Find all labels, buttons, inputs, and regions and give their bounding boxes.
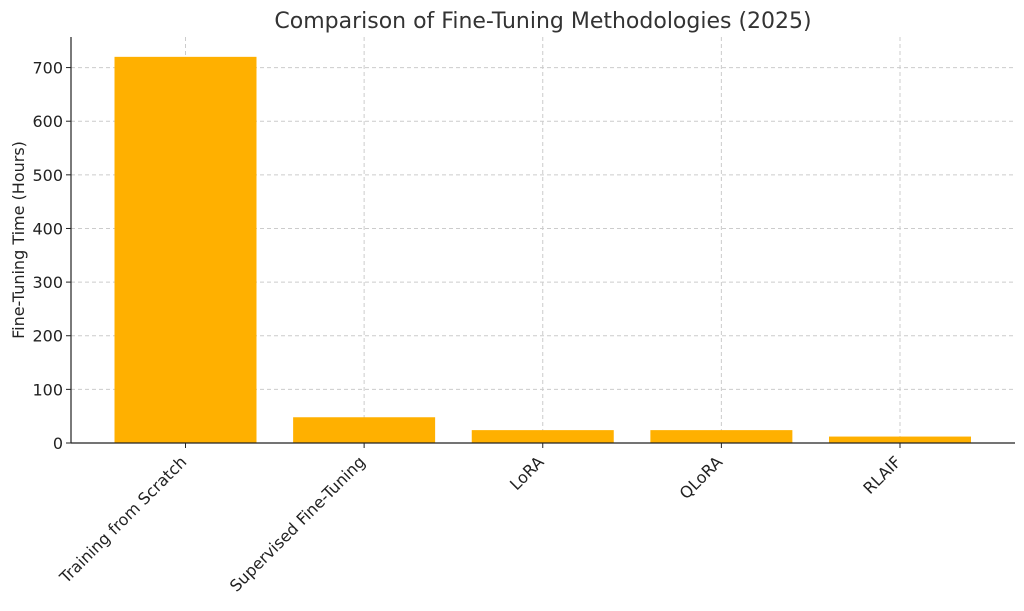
y-tick-label: 700 (32, 59, 63, 78)
x-ticks: Training from Scratch Supervised Fine-Tun… (55, 443, 905, 595)
x-tick-label: RLAIF (859, 452, 904, 497)
y-tick-label: 300 (32, 273, 63, 292)
y-axis-label: Fine-Tuning Time (Hours) (9, 141, 28, 339)
x-tick-label: LoRA (506, 452, 548, 494)
x-tick-label: QLoRA (676, 452, 727, 503)
y-tick-label: 100 (32, 380, 63, 399)
bar (829, 436, 971, 443)
y-ticks: 0 100 200 300 400 500 600 700 (32, 59, 71, 453)
y-tick-label: 0 (53, 434, 63, 453)
chart-title: Comparison of Fine-Tuning Methodologies … (274, 9, 811, 34)
bar (471, 430, 614, 443)
bar (114, 56, 257, 444)
y-tick-label: 200 (32, 327, 63, 346)
bars (114, 56, 971, 444)
bar (650, 430, 793, 443)
x-tick-label: Supervised Fine-Tuning (226, 452, 369, 595)
y-tick-label: 500 (32, 166, 63, 185)
y-tick-label: 400 (32, 219, 63, 238)
x-tick-label: Training from Scratch (55, 452, 190, 587)
bar (293, 417, 436, 443)
y-tick-label: 600 (32, 112, 63, 131)
